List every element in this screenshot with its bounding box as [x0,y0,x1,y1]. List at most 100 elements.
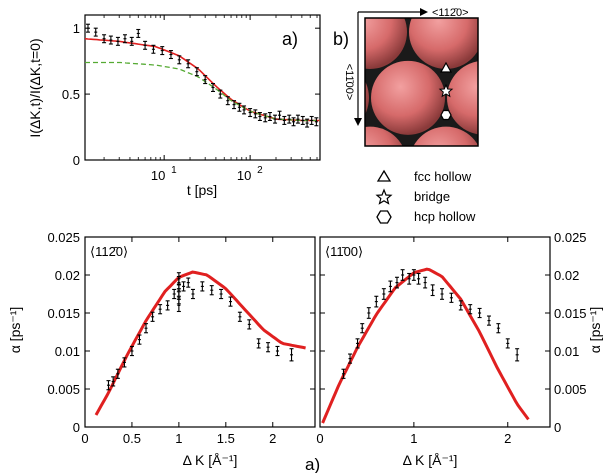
legend-star-icon [375,188,393,205]
panel-c-right-data-points [341,269,520,379]
panel-a-data-point [242,105,247,115]
direction-horizontal-label: <112̄0> [432,7,469,19]
panel-a-x-tick-label: 10 [151,168,165,183]
panel-c-left-data-point [275,345,280,357]
panel-c-left-y-tick-label: 0.025 [47,230,80,245]
panel-c-left-plot: ⟨112̄0⟩ 0 0.005 0.01 0.015 0.02 0.025 0 0.5 1 1.5… [7,230,316,468]
panel-c-right-y-tick-label: 0.015 [554,306,587,321]
panel-c-left-data-point [190,288,195,300]
panel-a-data-point [143,40,148,50]
panel-c-left-data-point [115,368,120,379]
panel-c-right-data-point [477,307,482,319]
panel-c-right-data-point [449,292,454,303]
panel-c-left-data-point [144,323,149,334]
panel-c-left-data-point [200,281,205,292]
panel-c-right-y-tick-label: 0.01 [554,344,579,359]
panel-c-right-y-tick-label: 0.025 [554,230,587,245]
panel-c-left-data-point [181,281,186,292]
panel-c-right-data-point [423,276,428,289]
surface-atoms [295,0,610,201]
panel-c-right-data-point [374,295,379,308]
panel-a-data-point [211,82,216,93]
panel-c-right-data-point [411,269,416,281]
panel-a-model-curve-dashed [85,61,320,122]
fcc-hollow-marker-icon [439,61,453,73]
panel-a-y-tick-label: 1 [73,21,80,36]
panel-c-left-x-tick-label: 1.5 [217,431,235,446]
panel-c-left-data-point [228,296,233,307]
panel-a-data-point [295,114,300,124]
surface-atom [447,0,521,3]
panel-c-left-data-point [237,311,242,322]
panel-c-left-data-point [122,357,127,368]
direction-arrow-horizontal: <112̄0> [358,7,469,19]
panel-c-left-data-point [129,345,134,357]
surface-atom [371,60,445,135]
surface-atom [365,18,407,69]
panel-a-data-point [282,115,287,125]
site-legend: fcc hollow bridge hcp hollow [375,169,476,224]
surface-atom [599,61,610,135]
panel-a-data-point [287,114,292,124]
panel-c-left-data-point [137,334,142,345]
legend-triangle-icon [376,169,392,182]
panel-c-right-data-point [486,315,491,326]
panel-a-label: a) [282,29,298,49]
panel-a-data-point [85,23,90,33]
panel-a-data-points [85,23,319,128]
panel-c-left-data-point [158,304,163,315]
surface-atom [371,0,445,3]
panel-c-left-ticks: 0 0.005 0.01 0.015 0.02 0.025 0 0.5 1 1.5 2 [47,230,315,446]
panel-a-data-point [291,117,296,127]
panel-a-x-tick-exponent: 2 [257,165,263,176]
panel-a-data-point [115,36,120,46]
legend-fcc-label: fcc hollow [414,169,472,184]
panel-a-x-tick-exponent: 1 [171,165,177,176]
panel-c-left-data-point [186,277,191,288]
surface-atom [295,0,369,3]
adsorption-site-markers [438,61,454,121]
panel-c-right-data-point [468,304,473,315]
panel-c-left-data-point [209,285,214,296]
panel-c-right-data-point [355,338,360,349]
panel-c-right-frame [319,236,551,428]
panel-c-left-y-tick-label: 0.005 [47,382,80,397]
hcp-hollow-marker-icon [440,109,452,121]
panel-c-left-y-tick-label: 0.01 [55,344,80,359]
panel-c-left-frame [84,236,316,428]
panel-a-data-point [267,111,272,122]
panel-c-right-data-point [496,323,501,334]
panel-a-data-point [93,27,98,37]
bridge-marker-icon [438,83,454,98]
panel-c-left-data-point [266,342,271,353]
panel-a-data-point [102,34,107,44]
panel-a-x-axis-label: t [ps] [187,182,217,198]
panel-a-data-point [253,109,258,119]
legend-bridge-label: bridge [414,189,450,204]
panel-b-label: b) [333,29,349,49]
panel-a-data-point [136,28,141,38]
panel-b-surface-schematic: b) <112̄0> <11̄00> fcc hollow bridge hcp… [295,0,610,224]
panel-c-left-x-tick-label: 0.5 [123,431,141,446]
panel-c-right-x-tick-label: 2 [504,431,511,446]
surface-atom [413,126,478,146]
panel-c-right-curve [321,267,530,424]
panel-a-data-point [186,59,191,69]
legend-hexagon-icon [376,210,392,224]
panel-a-data-point [248,108,253,118]
panel-c-right-y-tick-label: 0 [554,420,561,435]
surface-atom [561,127,610,201]
panel-c-left-x-tick-label: 0 [81,431,88,446]
panel-c-left-direction: ⟨112̄0⟩ [90,244,128,259]
panel-c-left-data-point [289,348,294,362]
panel-c-label: a) [305,455,320,473]
panel-a-data-point [237,102,242,112]
panel-c-right-x-axis-label: Δ K [Å⁻¹] [403,452,458,468]
panel-a-curves [84,37,320,122]
panel-a-data-point [273,114,278,124]
surface-atom [523,61,597,135]
panel-a-data-point [305,118,310,128]
panel-c-left-data-point [176,272,181,286]
panel-c-left-data-point [247,319,252,330]
